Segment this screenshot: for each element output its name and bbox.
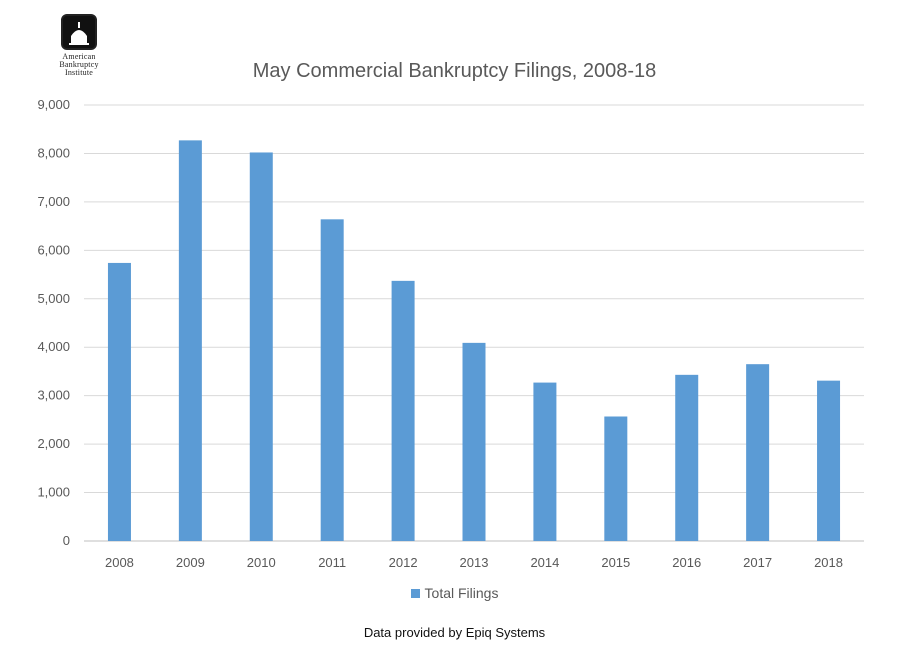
x-tick-label: 2016 bbox=[672, 555, 701, 570]
bar-2018 bbox=[817, 380, 841, 541]
logo-line: Institute bbox=[64, 68, 94, 77]
bar-2017 bbox=[746, 364, 770, 541]
x-tick-label: 2015 bbox=[601, 555, 630, 570]
legend-swatch bbox=[410, 589, 420, 598]
bar-2010 bbox=[249, 152, 273, 541]
logo-line: Bankruptcy bbox=[59, 60, 99, 69]
legend-label: Total Filings bbox=[424, 585, 499, 601]
bar-2013 bbox=[462, 342, 486, 541]
capitol-dome-icon bbox=[61, 14, 97, 50]
bar-2014 bbox=[533, 382, 557, 541]
y-tick-label: 3,000 bbox=[37, 388, 70, 403]
x-tick-label: 2009 bbox=[176, 555, 205, 570]
y-tick-label: 9,000 bbox=[37, 97, 70, 112]
y-tick-label: 8,000 bbox=[37, 145, 70, 160]
y-tick-label: 0 bbox=[63, 533, 70, 548]
bar-2015 bbox=[604, 416, 628, 541]
x-tick-label: 2014 bbox=[530, 555, 559, 570]
bar-2011 bbox=[320, 219, 344, 541]
x-tick-label: 2011 bbox=[318, 555, 346, 570]
y-tick-label: 6,000 bbox=[37, 242, 70, 257]
chart-title: May Commercial Bankruptcy Filings, 2008-… bbox=[252, 60, 657, 82]
logo: American Bankruptcy Institute bbox=[44, 14, 114, 77]
bar-2016 bbox=[675, 374, 699, 541]
logo-wordmark: American Bankruptcy Institute bbox=[44, 53, 114, 77]
bar-2012 bbox=[391, 280, 415, 541]
y-tick-label: 4,000 bbox=[37, 339, 70, 354]
x-tick-label: 2017 bbox=[743, 555, 772, 570]
y-tick-label: 7,000 bbox=[37, 194, 70, 209]
x-tick-label: 2010 bbox=[247, 555, 276, 570]
x-tick-label: 2012 bbox=[389, 555, 418, 570]
y-tick-label: 1,000 bbox=[37, 485, 70, 500]
bar-2009 bbox=[178, 140, 202, 541]
bar-2008 bbox=[107, 262, 131, 541]
y-tick-label: 5,000 bbox=[37, 291, 70, 306]
x-tick-label: 2008 bbox=[105, 555, 134, 570]
legend: Total Filings bbox=[0, 585, 909, 601]
logo-line: American bbox=[62, 52, 96, 61]
source-note: Data provided by Epiq Systems bbox=[363, 625, 546, 640]
x-tick-label: 2013 bbox=[460, 555, 489, 570]
y-tick-label: 2,000 bbox=[37, 436, 70, 451]
x-tick-label: 2018 bbox=[814, 555, 843, 570]
